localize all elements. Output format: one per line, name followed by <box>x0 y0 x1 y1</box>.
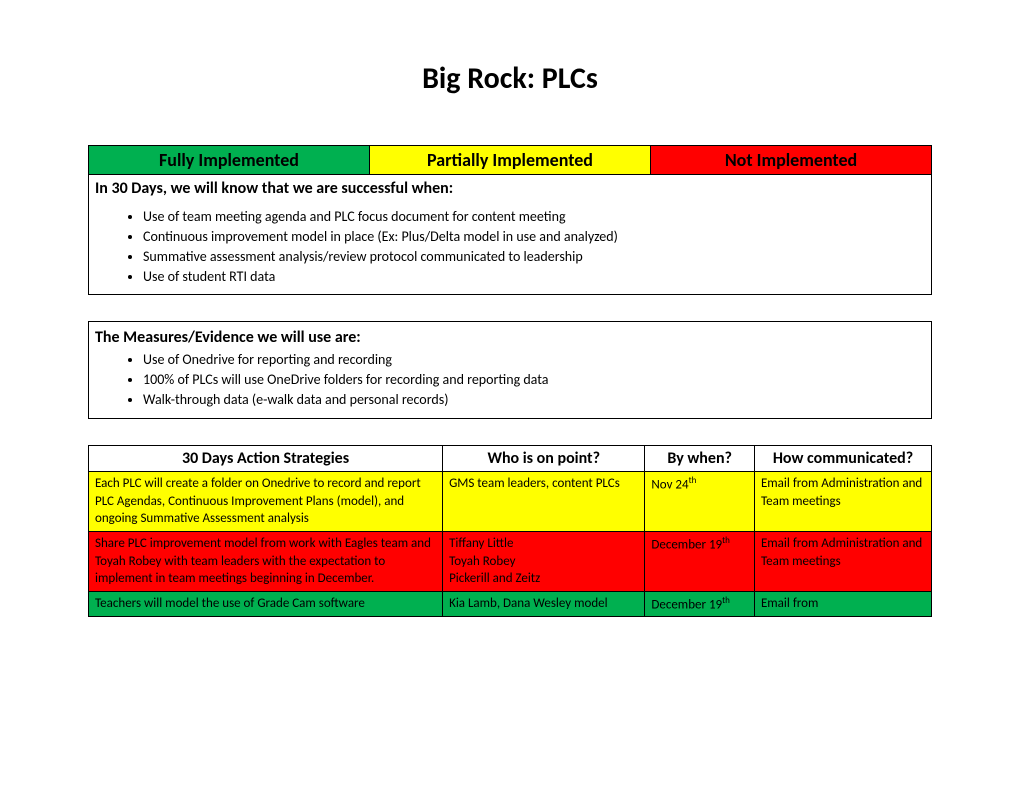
cell-strategy: Share PLC improvement model from work wi… <box>89 531 443 591</box>
cell-when: December 19th <box>645 591 755 617</box>
action-table: 30 Days Action Strategies Who is on poin… <box>88 445 932 618</box>
table-row: Teachers will model the use of Grade Cam… <box>89 591 932 617</box>
list-item: Use of team meeting agenda and PLC focus… <box>143 208 925 227</box>
cell-who: GMS team leaders, content PLCs <box>443 472 645 532</box>
col-how: How communicated? <box>754 445 931 472</box>
table-row: Share PLC improvement model from work wi… <box>89 531 932 591</box>
status-success-table: Fully Implemented Partially Implemented … <box>88 145 932 295</box>
table-row: Each PLC will create a folder on Onedriv… <box>89 472 932 532</box>
cell-strategy: Each PLC will create a folder on Onedriv… <box>89 472 443 532</box>
measures-heading: The Measures/Evidence we will use are: <box>95 324 925 349</box>
success-cell: In 30 Days, we will know that we are suc… <box>89 175 932 295</box>
list-item: 100% of PLCs will use OneDrive folders f… <box>143 371 925 390</box>
success-heading: In 30 Days, we will know that we are suc… <box>95 175 925 200</box>
action-header-row: 30 Days Action Strategies Who is on poin… <box>89 445 932 472</box>
cell-how: Email from Administration and Team meeti… <box>754 472 931 532</box>
page-title: Big Rock: PLCs <box>88 60 932 97</box>
cell-how: Email from Administration and Team meeti… <box>754 531 931 591</box>
measures-table: The Measures/Evidence we will use are: U… <box>88 321 932 418</box>
status-partial: Partially Implemented <box>370 146 651 175</box>
col-strategy: 30 Days Action Strategies <box>89 445 443 472</box>
list-item: Use of Onedrive for reporting and record… <box>143 351 925 370</box>
measures-bullets: Use of Onedrive for reporting and record… <box>95 351 925 410</box>
list-item: Walk-through data (e-walk data and perso… <box>143 391 925 410</box>
status-legend-row: Fully Implemented Partially Implemented … <box>89 146 932 175</box>
cell-when: December 19th <box>645 531 755 591</box>
list-item: Continuous improvement model in place (E… <box>143 228 925 247</box>
list-item: Summative assessment analysis/review pro… <box>143 248 925 267</box>
col-who: Who is on point? <box>443 445 645 472</box>
cell-strategy: Teachers will model the use of Grade Cam… <box>89 591 443 617</box>
success-bullets: Use of team meeting agenda and PLC focus… <box>95 208 925 287</box>
list-item: Use of student RTI data <box>143 268 925 287</box>
cell-how: Email from <box>754 591 931 617</box>
cell-who: Tiffany LittleToyah RobeyPickerill and Z… <box>443 531 645 591</box>
cell-who: Kia Lamb, Dana Wesley model <box>443 591 645 617</box>
col-when: By when? <box>645 445 755 472</box>
measures-cell: The Measures/Evidence we will use are: U… <box>89 322 932 418</box>
cell-when: Nov 24th <box>645 472 755 532</box>
status-not: Not Implemented <box>651 146 932 175</box>
status-full: Fully Implemented <box>89 146 370 175</box>
